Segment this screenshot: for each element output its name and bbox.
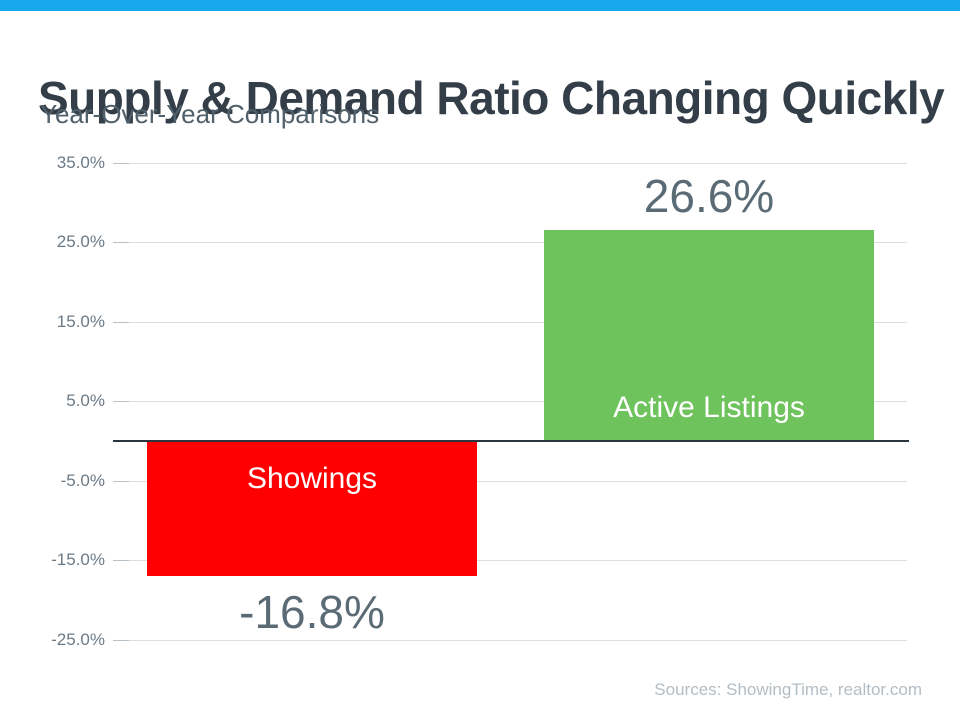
page-subtitle: Year-Over-Year Comparisons bbox=[40, 99, 380, 129]
gridline bbox=[113, 163, 907, 164]
gridline bbox=[113, 481, 907, 482]
y-axis-tick bbox=[113, 322, 129, 323]
y-axis-tick bbox=[113, 481, 129, 482]
page-title: Supply & Demand Ratio Changing Quickly bbox=[38, 71, 945, 124]
y-axis-tick bbox=[113, 242, 129, 243]
bar-active-listings: Active Listings bbox=[544, 230, 874, 441]
sources-caption: Sources: ShowingTime, realtor.com bbox=[654, 680, 922, 699]
y-axis-tick-label: 5.0% bbox=[66, 391, 105, 410]
bar-category-label: Showings bbox=[246, 462, 378, 495]
bar-value-label: -16.8% bbox=[239, 586, 385, 638]
y-axis-tick bbox=[113, 163, 129, 164]
y-axis-tick bbox=[113, 401, 129, 402]
y-axis-tick bbox=[113, 560, 129, 561]
gridline bbox=[113, 560, 907, 561]
gridline bbox=[113, 640, 907, 641]
gridline bbox=[113, 242, 907, 243]
bar-category-label: Active Listings bbox=[613, 391, 805, 424]
gridline bbox=[113, 401, 907, 402]
x-axis-zero-line bbox=[113, 440, 909, 442]
y-axis-tick-label: 15.0% bbox=[56, 312, 105, 331]
y-axis-tick-label: -5.0% bbox=[60, 471, 105, 490]
y-axis-tick-label: -15.0% bbox=[51, 550, 105, 569]
header-accent-bar bbox=[0, 0, 960, 11]
y-axis-tick-label: 25.0% bbox=[56, 232, 105, 251]
bar-showings: Showings bbox=[147, 442, 477, 576]
bar-value-label: 26.6% bbox=[643, 170, 775, 222]
y-axis-tick-label: -25.0% bbox=[51, 630, 105, 649]
y-axis-tick-label: 35.0% bbox=[56, 153, 105, 172]
gridline bbox=[113, 322, 907, 323]
y-axis-tick bbox=[113, 640, 129, 641]
